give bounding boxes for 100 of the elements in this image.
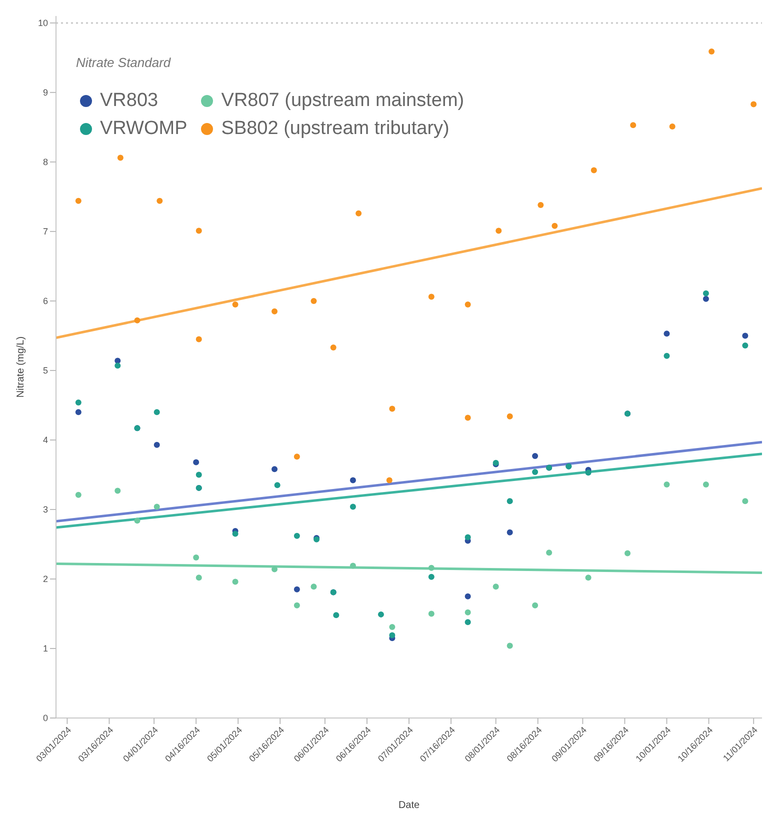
y-axis-title: Nitrate (mg/L) [16, 336, 27, 398]
point [428, 610, 434, 617]
point [428, 574, 434, 580]
point [333, 612, 340, 618]
point [532, 452, 538, 459]
point [496, 228, 502, 234]
point [702, 481, 709, 488]
y-tick-label: 2 [42, 574, 48, 584]
point [428, 294, 434, 300]
ref-line-label: Nitrate Standard [76, 54, 172, 70]
point [134, 317, 140, 324]
point [154, 442, 160, 448]
point [546, 550, 552, 556]
point [232, 578, 238, 585]
y-tick-label: 10 [38, 18, 48, 28]
point [75, 399, 82, 406]
point [196, 228, 202, 234]
point [708, 48, 715, 54]
point [350, 504, 356, 510]
point [630, 122, 636, 128]
point [193, 459, 200, 466]
y-tick-label: 7 [42, 226, 48, 237]
point [114, 362, 121, 369]
point [464, 619, 471, 626]
point [702, 296, 709, 302]
point [196, 574, 202, 581]
point [75, 409, 82, 416]
point [356, 210, 362, 216]
point [428, 564, 434, 571]
point [232, 530, 238, 537]
point [464, 414, 471, 421]
point [310, 584, 317, 590]
point [294, 586, 300, 592]
point [750, 101, 757, 108]
y-tick-label: 8 [42, 157, 48, 168]
point [294, 454, 300, 460]
point [664, 481, 670, 488]
point [350, 562, 356, 569]
y-tick-label: 1 [42, 644, 48, 654]
point [274, 482, 280, 488]
y-tick-label: 6 [42, 296, 48, 306]
point [669, 124, 676, 130]
y-tick-label: 0 [42, 713, 48, 724]
point [552, 222, 558, 229]
point [272, 566, 278, 572]
point [532, 602, 538, 608]
legend-label: VRWOMP [100, 118, 188, 140]
point [506, 642, 513, 649]
point [193, 554, 200, 560]
point [624, 550, 631, 556]
point [532, 468, 538, 475]
legend-label: SB802 (upstream tributary) [221, 118, 450, 140]
point [464, 301, 471, 308]
point [330, 344, 336, 351]
point [664, 352, 670, 359]
point [464, 609, 471, 616]
point [389, 406, 396, 412]
point [492, 584, 499, 590]
point [378, 611, 384, 618]
point [272, 308, 278, 314]
y-tick-label: 4 [42, 435, 48, 446]
y-tick-label: 3 [42, 504, 48, 515]
point [117, 154, 124, 161]
point [742, 498, 748, 504]
point [386, 477, 392, 484]
point [389, 624, 396, 630]
legend-label: VR807 (upstream mainstem) [221, 90, 464, 112]
point [742, 332, 748, 339]
point [350, 477, 356, 484]
point [156, 198, 163, 204]
point [232, 301, 238, 308]
point [294, 602, 300, 608]
point [702, 290, 709, 296]
point [196, 336, 202, 342]
x-axis-title: Date [398, 800, 420, 811]
point [75, 198, 82, 204]
point [538, 202, 544, 208]
point [506, 413, 513, 420]
point [590, 167, 597, 174]
legend-label: VR803 [100, 90, 158, 112]
point [272, 466, 278, 472]
point [585, 574, 592, 581]
point [506, 529, 513, 536]
point [154, 409, 160, 416]
point [664, 330, 670, 337]
point [114, 488, 121, 494]
y-tick-label: 5 [42, 366, 48, 376]
point [389, 632, 396, 638]
point [196, 472, 202, 478]
point [154, 504, 160, 510]
point [464, 593, 471, 600]
point [506, 498, 513, 504]
point [742, 342, 748, 348]
point [310, 298, 317, 304]
point [75, 492, 82, 498]
point [134, 518, 140, 524]
y-tick-label: 9 [42, 88, 48, 98]
point [585, 470, 592, 476]
point [294, 532, 300, 539]
point [464, 534, 471, 540]
